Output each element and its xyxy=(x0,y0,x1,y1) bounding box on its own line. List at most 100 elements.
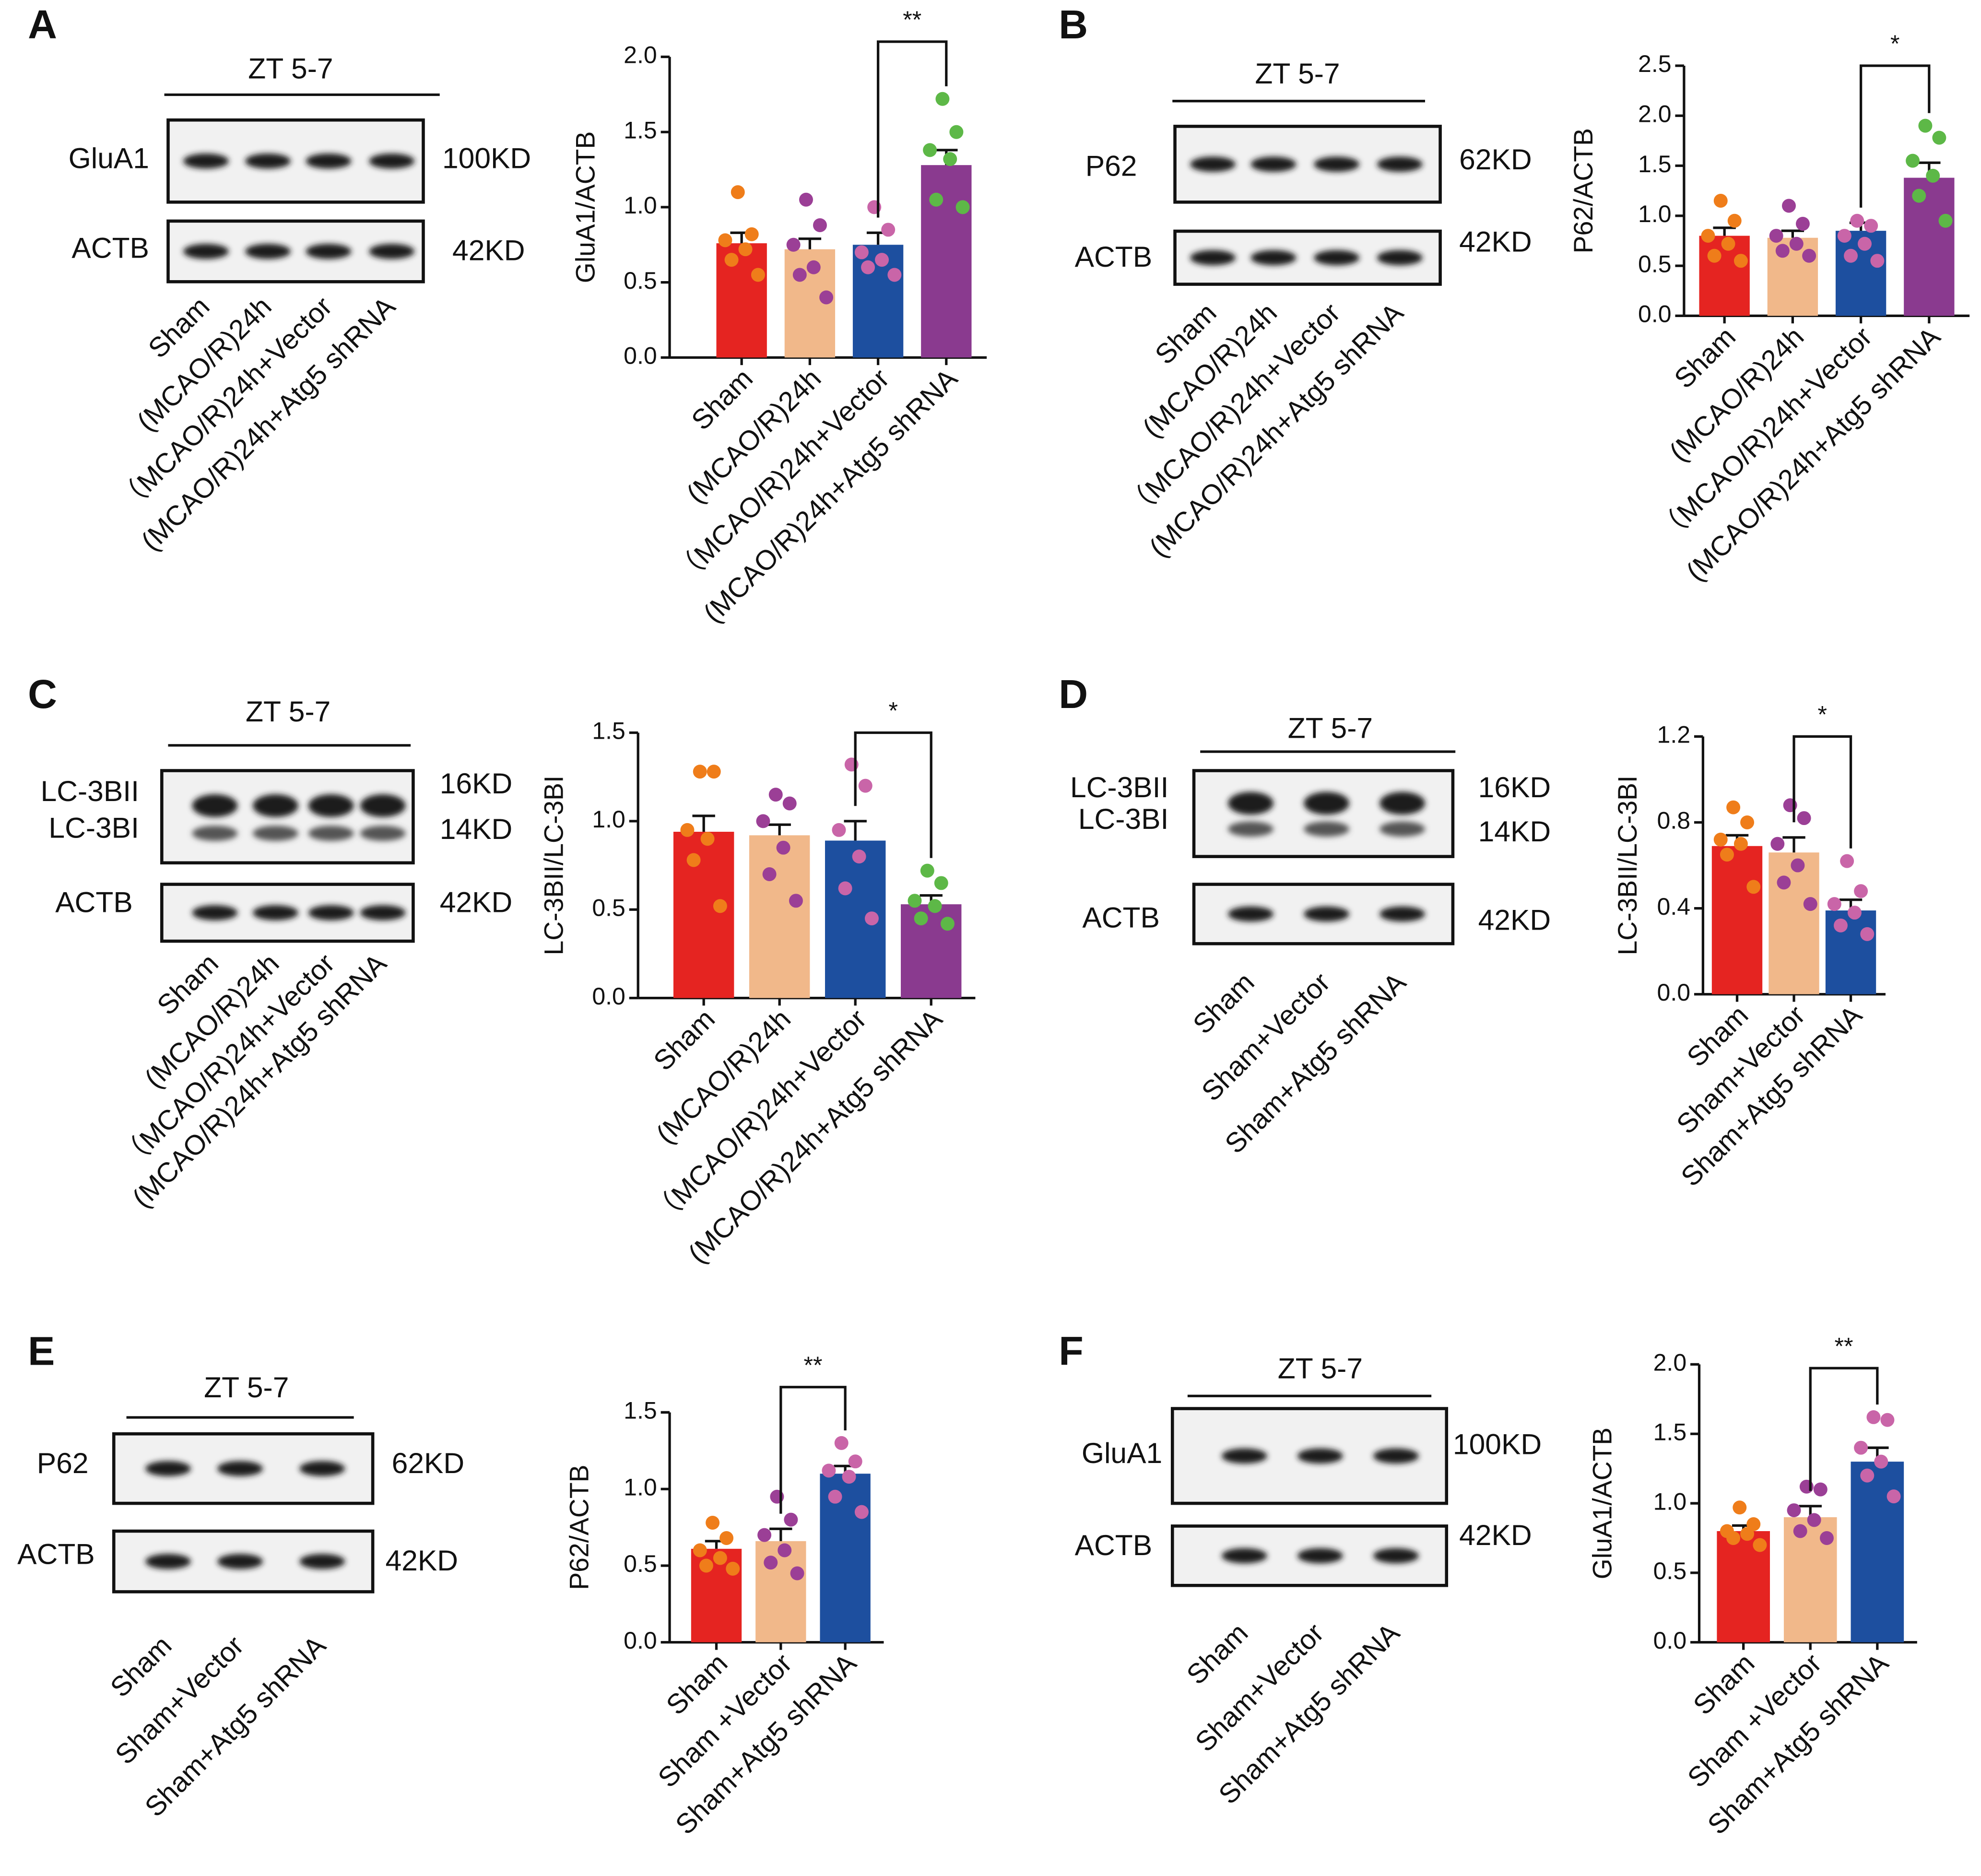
lane-label: Sham xyxy=(1187,967,1260,1040)
blot-size-label: 42KD xyxy=(1459,1519,1532,1551)
blot-band xyxy=(192,794,238,817)
y-tick-label: 0.0 xyxy=(1657,979,1691,1006)
data-point xyxy=(790,1566,804,1581)
data-point xyxy=(768,788,783,802)
data-point xyxy=(1733,837,1748,851)
data-point xyxy=(686,853,701,867)
blot-band xyxy=(1304,791,1349,815)
y-axis-label: LC-3BII/LC-3BI xyxy=(539,776,569,956)
blot-band xyxy=(299,1461,345,1476)
data-point xyxy=(928,899,942,913)
blot-band xyxy=(308,794,354,817)
data-point xyxy=(1874,1454,1888,1469)
bar xyxy=(749,835,810,998)
blot-band xyxy=(1377,250,1423,266)
data-point xyxy=(848,1454,862,1469)
data-point xyxy=(1864,219,1878,233)
blot-band xyxy=(1380,821,1425,837)
data-point xyxy=(1713,194,1728,208)
data-point xyxy=(1847,906,1862,920)
data-point xyxy=(1733,1500,1747,1515)
data-point xyxy=(1720,848,1734,862)
bar xyxy=(716,243,767,358)
data-point xyxy=(1827,897,1841,911)
blot-size-label: 14KD xyxy=(1478,815,1551,848)
y-axis-label: P62/ACTB xyxy=(564,1464,594,1590)
blot-row-label: ACTB xyxy=(1082,901,1160,933)
y-tick-label: 0.0 xyxy=(624,342,657,369)
blot-band xyxy=(1380,791,1425,815)
y-tick-label: 0.0 xyxy=(624,1627,657,1654)
data-point xyxy=(1787,1503,1801,1518)
data-point xyxy=(1775,244,1790,258)
blot-band xyxy=(1297,1548,1343,1564)
blot-row-label: ACTB xyxy=(1075,240,1153,273)
data-point xyxy=(1926,168,1940,183)
blot-band xyxy=(145,1554,191,1569)
blot-band xyxy=(1304,906,1349,922)
data-point xyxy=(1854,1440,1868,1455)
y-tick-label: 0.8 xyxy=(1657,807,1691,834)
blot-band xyxy=(1190,156,1236,172)
data-point xyxy=(935,92,950,106)
y-tick-label: 1.5 xyxy=(624,1397,657,1424)
bar xyxy=(820,1474,871,1642)
data-point xyxy=(693,1543,707,1557)
data-point xyxy=(1813,1482,1828,1497)
significance-label: * xyxy=(1818,701,1827,728)
data-point xyxy=(854,1505,869,1519)
blot-title: ZT 5-7 xyxy=(248,52,333,84)
blot-row-label: LC-3BII xyxy=(1070,771,1168,803)
data-point xyxy=(949,125,964,139)
data-point xyxy=(1820,1531,1834,1545)
panel-label: B xyxy=(1059,2,1088,47)
data-point xyxy=(842,1470,856,1484)
data-point xyxy=(1753,1538,1767,1552)
data-point xyxy=(680,823,695,837)
blot-row-label: GluA1 xyxy=(1082,1437,1162,1469)
blot-band xyxy=(369,153,415,169)
blot-row-label: GluA1 xyxy=(69,142,149,174)
data-point xyxy=(699,1558,713,1573)
data-point xyxy=(693,765,707,779)
data-point xyxy=(920,863,934,878)
significance-bracket xyxy=(1809,1367,1879,1491)
data-point xyxy=(1860,927,1875,941)
blot-band xyxy=(1373,1548,1419,1564)
y-tick-label: 1.0 xyxy=(592,806,625,833)
blot-box xyxy=(160,769,415,865)
y-tick-label: 1.2 xyxy=(1657,721,1691,748)
data-point xyxy=(934,876,948,890)
blot-band xyxy=(308,826,354,841)
blot-size-label: 42KD xyxy=(1459,225,1532,258)
data-point xyxy=(1746,880,1761,894)
data-point xyxy=(940,917,955,931)
y-tick-label: 0.0 xyxy=(1653,1627,1687,1654)
significance-bracket xyxy=(1859,64,1931,208)
data-point xyxy=(828,1489,842,1504)
y-tick-label: 2.5 xyxy=(1638,50,1672,77)
blot-band xyxy=(1380,906,1425,922)
y-axis-label: LC-3BII/LC-3BI xyxy=(1613,776,1642,956)
blot-title: ZT 5-7 xyxy=(204,1371,289,1404)
blot-size-label: 42KD xyxy=(385,1544,458,1577)
blot-band xyxy=(360,826,406,841)
data-point xyxy=(1912,189,1926,203)
blot-title: ZT 5-7 xyxy=(1255,57,1340,90)
blot-size-label: 42KD xyxy=(440,886,513,919)
data-point xyxy=(799,192,813,207)
blot-band xyxy=(306,244,352,259)
data-point xyxy=(724,253,739,267)
blot-band xyxy=(1304,821,1349,837)
data-point xyxy=(914,911,928,926)
data-point xyxy=(713,899,727,913)
data-point xyxy=(1721,236,1735,251)
blot-band xyxy=(299,1554,345,1569)
data-point xyxy=(929,192,943,207)
y-tick-label: 1.0 xyxy=(624,1474,657,1500)
significance-label: ** xyxy=(903,6,921,33)
blot-band xyxy=(1228,821,1274,837)
bar xyxy=(1904,177,1955,316)
